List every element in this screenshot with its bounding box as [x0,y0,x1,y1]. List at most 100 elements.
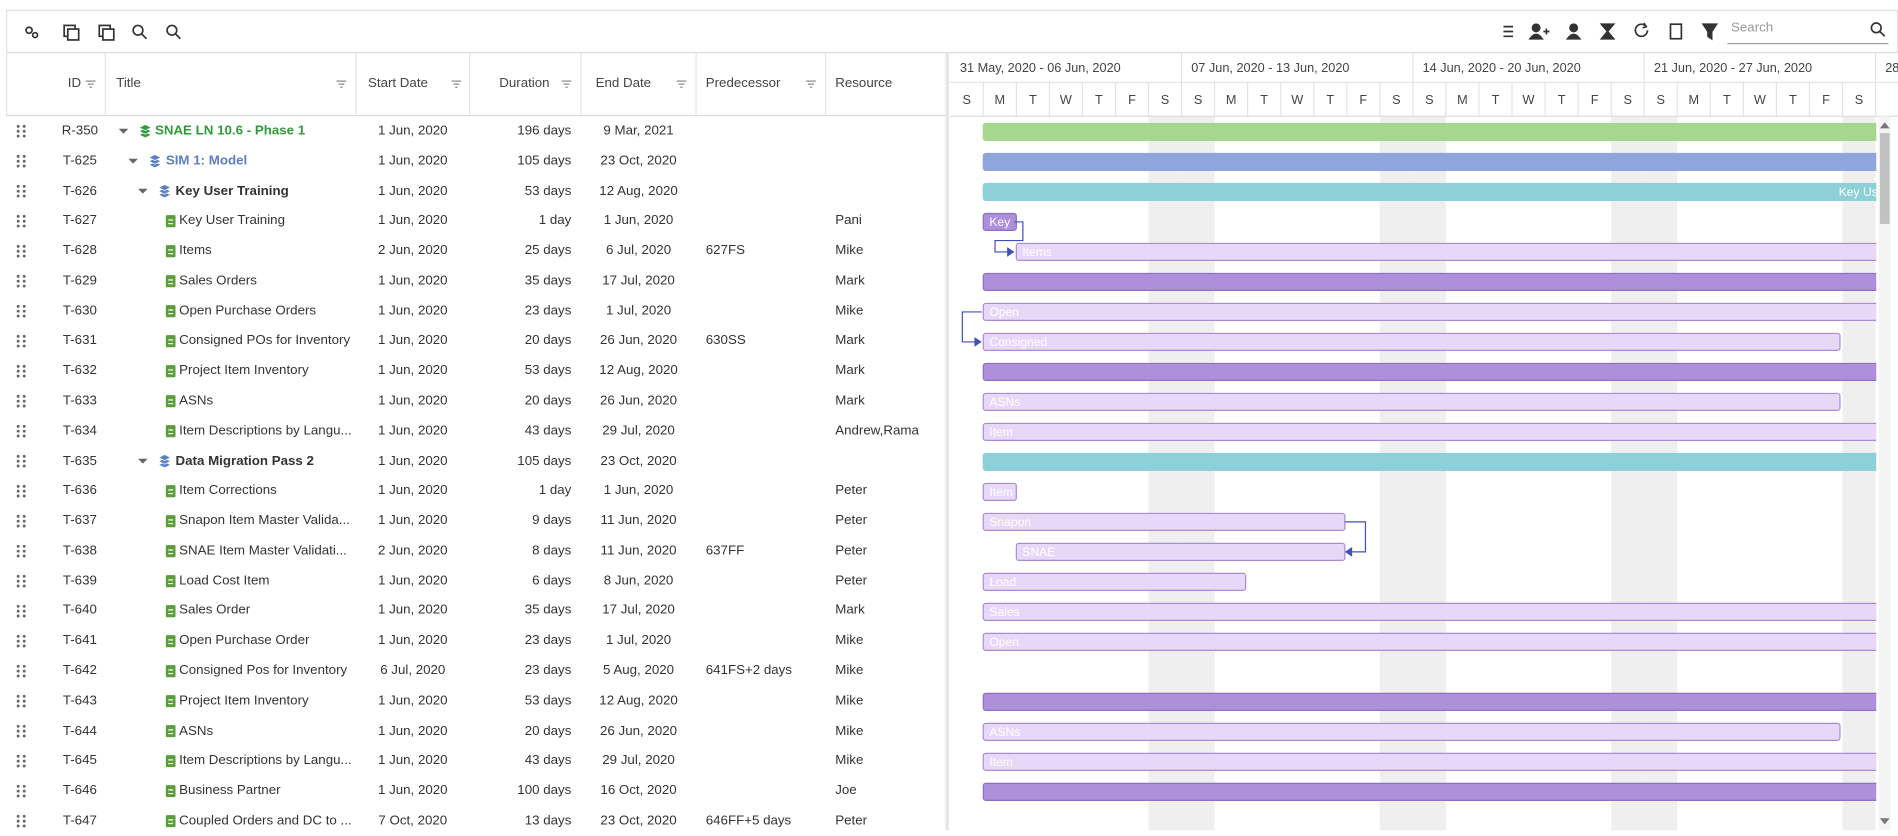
task-bar[interactable] [982,512,1346,531]
task-title[interactable]: Key User Training [179,213,285,228]
drag-handle[interactable] [16,124,26,138]
drag-handle[interactable] [16,484,26,498]
column-header[interactable]: ID [67,76,82,91]
task-bar[interactable] [982,692,1898,711]
task-title[interactable]: Consigned Pos for Inventory [179,663,348,678]
search-icon[interactable] [1870,22,1886,37]
task-title[interactable]: Business Partner [179,783,281,798]
drag-handle[interactable] [16,514,26,528]
task-bar[interactable] [982,362,1898,381]
task-bar[interactable] [982,452,1898,471]
task-title[interactable]: Consigned POs for Inventory [179,333,351,348]
drag-handle[interactable] [16,244,26,258]
resource-button[interactable] [1565,23,1582,40]
drag-handle[interactable] [16,304,26,318]
zoom-in-button[interactable] [132,24,148,40]
drag-handle[interactable] [16,274,26,288]
zoom-out-button[interactable] [166,24,181,40]
task-bar[interactable] [982,752,1898,771]
drag-handle[interactable] [16,814,26,828]
expand-caret[interactable] [137,458,148,464]
drag-handle[interactable] [16,184,26,198]
column-filter[interactable] [806,80,816,88]
task-title[interactable]: Snapon Item Master Valida... [179,513,350,528]
search-placeholder[interactable]: Search [1731,20,1774,36]
task-bar[interactable] [982,572,1247,591]
task-title[interactable]: Coupled Orders and DC to ... [179,813,352,828]
column-filter[interactable] [676,80,687,88]
drag-handle[interactable] [16,154,26,168]
task-title[interactable]: ASNs [179,393,214,408]
expand-caret[interactable] [128,158,138,164]
drag-handle[interactable] [16,694,26,708]
scrollbar-thumb[interactable] [1879,133,1890,224]
task-bar[interactable] [982,332,1841,351]
task-list-button[interactable] [1503,25,1514,38]
task-title[interactable]: ASNs [179,723,214,738]
task-title[interactable]: Project Item Inventory [179,363,309,378]
export-button[interactable] [1669,23,1683,40]
task-title[interactable]: Open Purchase Order [179,633,310,648]
task-title[interactable]: Item Descriptions by Langu... [179,753,352,768]
task-bar[interactable] [982,182,1898,202]
drag-handle[interactable] [16,394,26,408]
expand-caret[interactable] [137,188,148,194]
task-bar[interactable] [982,722,1841,741]
task-bar[interactable] [982,152,1898,172]
task-title[interactable]: Item Corrections [179,483,277,498]
column-header[interactable]: Title [116,76,141,91]
task-bar[interactable] [982,782,1898,801]
add-resource-button[interactable] [1528,23,1550,40]
expand-caret[interactable] [118,128,129,134]
task-title[interactable]: Item Descriptions by Langu... [179,423,352,438]
task-bar[interactable] [982,632,1898,651]
task-title[interactable]: Key User Training [175,183,289,198]
drag-handle[interactable] [16,544,26,558]
task-title[interactable]: Open Purchase Orders [179,303,317,318]
collapse-button[interactable] [98,24,115,41]
column-header[interactable]: Start Date [367,76,428,91]
task-title[interactable]: Load Cost Item [179,573,270,588]
drag-handle[interactable] [16,424,26,438]
drag-handle[interactable] [16,574,26,588]
drag-handle[interactable] [16,634,26,648]
task-bar[interactable] [982,122,1898,142]
column-header[interactable]: Predecessor [705,76,781,91]
drag-handle[interactable] [16,454,26,468]
task-title[interactable]: Data Migration Pass 2 [175,453,314,468]
timer-button[interactable] [1599,23,1616,40]
filter-button[interactable] [1701,23,1719,41]
drag-handle[interactable] [16,334,26,348]
column-header[interactable]: Duration [499,76,550,91]
settings-button[interactable] [25,26,39,39]
drag-handle[interactable] [16,214,26,228]
drag-handle[interactable] [16,724,26,738]
task-title[interactable]: Sales Order [179,603,251,618]
drag-handle[interactable] [16,754,26,768]
expand-button[interactable] [63,24,80,41]
column-filter[interactable] [451,80,462,88]
task-bar[interactable] [982,422,1898,441]
task-title[interactable]: SNAE Item Master Validati... [179,543,347,558]
column-filter[interactable] [85,80,96,88]
column-header[interactable]: Resource [835,76,893,91]
task-bar[interactable] [1015,542,1346,561]
task-title[interactable]: Items [179,243,212,258]
task-bar[interactable] [982,302,1898,321]
task-title[interactable]: Project Item Inventory [179,693,309,708]
drag-handle[interactable] [16,604,26,618]
task-title[interactable]: Sales Orders [179,273,257,288]
drag-handle[interactable] [16,784,26,798]
column-filter[interactable] [336,80,347,88]
task-bar[interactable] [982,602,1898,621]
column-header[interactable]: End Date [595,76,652,91]
splitter[interactable] [945,53,950,831]
drag-handle[interactable] [16,664,26,678]
task-bar[interactable] [982,272,1898,292]
task-title[interactable]: SNAE LN 10.6 - Phase 1 [154,123,306,138]
task-bar[interactable] [982,482,1017,501]
task-title[interactable]: SIM 1: Model [165,153,248,168]
column-filter[interactable] [561,80,572,88]
drag-handle[interactable] [16,364,26,378]
task-bar[interactable] [1015,242,1898,262]
